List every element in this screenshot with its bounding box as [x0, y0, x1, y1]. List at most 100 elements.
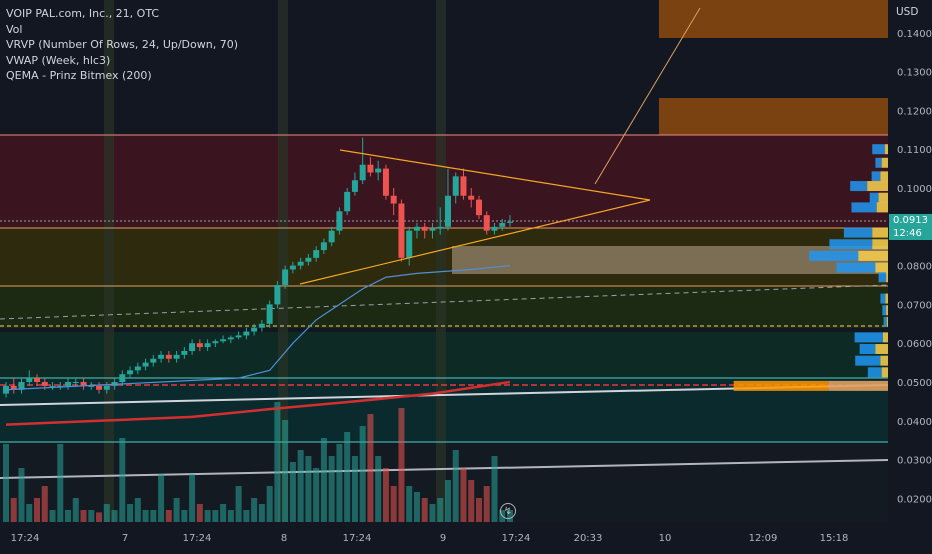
last-price-badge: 0.0913 12:46: [889, 214, 932, 240]
profile-bar-up: [850, 181, 868, 192]
candle: [243, 331, 250, 336]
candle: [212, 341, 219, 344]
volume-bar: [88, 510, 95, 522]
time-tick-label: 9: [440, 533, 446, 544]
profile-bar-down: [881, 157, 888, 168]
candle: [96, 385, 103, 390]
candle: [297, 261, 304, 266]
volume-bar: [475, 498, 482, 522]
time-tick-label: 17:24: [11, 533, 40, 544]
volume-bar: [351, 456, 358, 522]
candle: [351, 180, 358, 192]
volume-bar: [119, 438, 126, 522]
candle: [26, 378, 33, 382]
candle: [41, 382, 48, 386]
volume-bar: [3, 444, 9, 522]
candle: [189, 343, 196, 351]
volume-bar: [282, 420, 289, 522]
candle: [10, 385, 17, 390]
candle: [367, 164, 374, 173]
volume-bar: [72, 498, 79, 522]
volume-bar: [26, 504, 33, 522]
volume-bar: [49, 510, 56, 522]
candle: [204, 343, 211, 348]
vol-indicator-label[interactable]: Vol: [6, 22, 23, 36]
volume-bar: [328, 456, 335, 522]
volume-bar: [127, 504, 134, 522]
currency-label[interactable]: USD: [896, 6, 919, 18]
symbol-title[interactable]: VOIP PAL.com, Inc., 21, OTC: [6, 7, 160, 20]
candle: [413, 226, 420, 231]
volume-bar: [336, 444, 343, 522]
volume-bar: [359, 426, 366, 522]
candle: [119, 374, 126, 382]
profile-bar-down: [886, 316, 888, 327]
candle: [88, 385, 95, 387]
candle: [468, 195, 475, 200]
volume-bar: [452, 450, 459, 522]
candle: [282, 269, 289, 285]
volume-bar: [375, 456, 382, 522]
bar-countdown: 12:46: [893, 228, 922, 239]
volume-bar: [165, 510, 172, 522]
live-refresh-icon[interactable]: ↯: [500, 503, 516, 519]
time-tick-label: 12:09: [749, 533, 778, 544]
candle: [507, 221, 513, 223]
candle: [251, 327, 258, 332]
volume-bar: [382, 468, 389, 522]
candle: [375, 168, 382, 173]
candle: [382, 168, 389, 196]
candle: [103, 385, 110, 390]
vwap-line: [5, 265, 511, 391]
vrvp-indicator-label[interactable]: VRVP (Number Of Rows, 24, Up/Down, 70): [6, 38, 239, 51]
profile-bar-down: [828, 380, 888, 391]
volume-bar: [212, 510, 219, 522]
profile-bar-up: [875, 157, 882, 168]
candle: [421, 226, 428, 231]
volume-bar: [220, 504, 227, 522]
candle: [475, 199, 482, 216]
vwap-indicator-label[interactable]: VWAP (Week, hlc3): [6, 53, 111, 67]
candle: [313, 250, 320, 258]
profile-bar-up: [843, 227, 873, 238]
volume-bar: [390, 486, 397, 522]
profile-bar-up: [859, 344, 876, 355]
time-tick-label: 8: [281, 533, 287, 544]
profile-bar-down: [885, 293, 888, 304]
triangle-lower-trendline: [299, 199, 651, 285]
volume-bar: [313, 468, 320, 522]
candle: [483, 215, 490, 231]
profile-bar-down: [872, 239, 888, 250]
profile-bar-down: [876, 202, 888, 213]
candle: [134, 366, 141, 371]
candle: [344, 191, 351, 212]
volume-bar: [65, 510, 72, 522]
price-tick-label: 0.0300: [897, 456, 932, 467]
volume-bar: [150, 510, 157, 522]
price-tick-label: 0.0800: [897, 262, 932, 273]
volume-bar: [429, 504, 436, 522]
volume-bar: [367, 414, 374, 522]
price-tick-label: 0.1000: [897, 184, 932, 195]
volume-bar: [227, 510, 234, 522]
candle: [227, 337, 234, 340]
profile-bar-down: [881, 367, 888, 378]
candle: [142, 362, 149, 367]
price-tick-label: 0.1200: [897, 106, 932, 117]
volume-bar: [111, 510, 118, 522]
profile-bar-up: [867, 367, 882, 378]
profile-bar-up: [869, 192, 879, 203]
profile-bar-up: [829, 239, 873, 250]
volume-bar: [413, 492, 420, 522]
profile-bar-down: [875, 344, 888, 355]
target-box-upper: [659, 0, 888, 38]
profile-bar-down: [878, 192, 888, 203]
candle: [406, 230, 413, 258]
qema-indicator-label[interactable]: QEMA - Prinz Bitmex (200): [6, 69, 152, 82]
profile-bar-up: [882, 305, 887, 316]
white-trendline-lower: [0, 459, 889, 479]
price-tick-label: 0.0400: [897, 417, 932, 428]
volume-bar: [142, 510, 149, 522]
